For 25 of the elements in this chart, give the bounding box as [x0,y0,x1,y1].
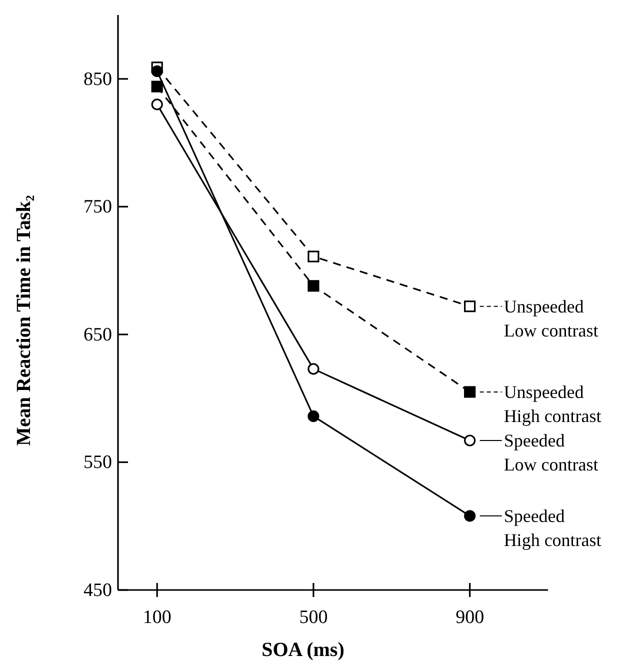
point [308,250,320,262]
point [151,80,163,92]
point [464,300,476,312]
y-tick-label: 450 [84,580,112,601]
point [151,98,163,110]
point [151,65,163,78]
x-tick-label: 900 [456,607,484,628]
point [464,434,476,446]
y-tick-label: 850 [84,68,112,90]
legend-label: Speeded High contrast [504,506,602,550]
point [308,280,320,292]
y-tick-label: 650 [84,324,112,346]
legend-label: Speeded Low contrast [504,430,598,474]
legend-label: Unspeeded High contrast [504,382,602,426]
y-tick-label: 550 [84,452,112,474]
x-tick-label: 100 [142,607,172,628]
legend-label: Unspeeded Low contrast [504,296,598,340]
x-tick-label: 500 [299,607,328,628]
point [308,363,320,375]
y-axis-title: Mean Reaction Time in Task₂ [13,195,35,446]
point [464,510,476,522]
x-axis-title: SOA (ms) [262,639,344,661]
y-tick-label: 750 [84,196,112,218]
point [464,386,476,398]
point [308,410,320,422]
